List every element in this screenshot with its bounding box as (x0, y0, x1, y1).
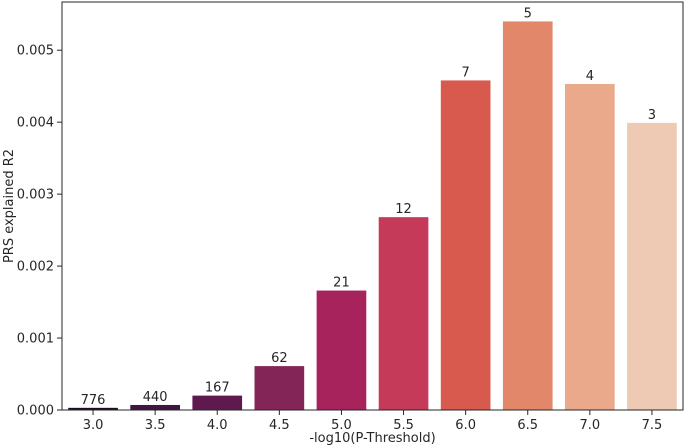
bar-3.0 (68, 407, 118, 410)
x-tick-label: 5.0 (331, 418, 352, 433)
y-tick-label: 0.004 (17, 116, 54, 131)
x-tick-label: 4.5 (269, 418, 290, 433)
y-tick-label: 0.003 (17, 188, 54, 203)
bar-labels-group: 776 440 167 62 21 12 7 5 4 3 (81, 6, 656, 407)
x-tick-label: 7.0 (580, 418, 601, 433)
x-ticks-group: 3.0 3.5 4.0 4.5 5.0 5.5 6.0 6.5 7.0 7.5 (83, 410, 663, 433)
x-tick-label: 3.0 (83, 418, 104, 433)
bar-label-3.0: 776 (81, 393, 106, 408)
bar-7.0 (565, 84, 615, 411)
bar-5.0 (316, 290, 367, 410)
y-tick-label: 0.000 (17, 404, 54, 419)
bar-label-4.0: 167 (205, 381, 230, 396)
y-tick-label: 0.005 (17, 44, 54, 59)
bar-label-6.0: 7 (462, 65, 470, 80)
bar-label-7.0: 4 (586, 69, 594, 84)
bar-7.5 (627, 122, 677, 410)
x-tick-label: 6.5 (517, 418, 538, 433)
bar-label-3.5: 440 (143, 390, 168, 405)
bar-label-6.5: 5 (524, 6, 532, 21)
y-axis-label: PRS explained R2 (2, 149, 17, 263)
y-tick-label: 0.001 (17, 332, 54, 347)
x-tick-label: 3.5 (145, 418, 166, 433)
bar-label-5.0: 21 (333, 276, 350, 291)
x-tick-label: 4.0 (207, 418, 228, 433)
bar-label-5.5: 12 (395, 202, 412, 217)
bar-6.0 (440, 80, 491, 410)
x-axis-label: -log10(P-Threshold) (309, 431, 435, 446)
bar-label-4.5: 62 (271, 351, 288, 366)
bars-group (68, 21, 677, 411)
bar-label-7.5: 3 (648, 108, 656, 123)
bar-6.5 (502, 21, 553, 411)
y-ticks-group: 0.000 0.001 0.002 0.003 0.004 0.005 (17, 44, 62, 419)
bar-4.5 (254, 366, 305, 410)
x-tick-label: 6.0 (455, 418, 476, 433)
y-tick-label: 0.002 (17, 260, 54, 275)
bar-5.5 (378, 217, 429, 410)
plot-frame (61, 1, 684, 411)
bar-3.5 (130, 404, 180, 410)
x-tick-label: 5.5 (393, 418, 414, 433)
x-tick-label: 7.5 (642, 418, 663, 433)
bar-4.0 (192, 395, 243, 410)
